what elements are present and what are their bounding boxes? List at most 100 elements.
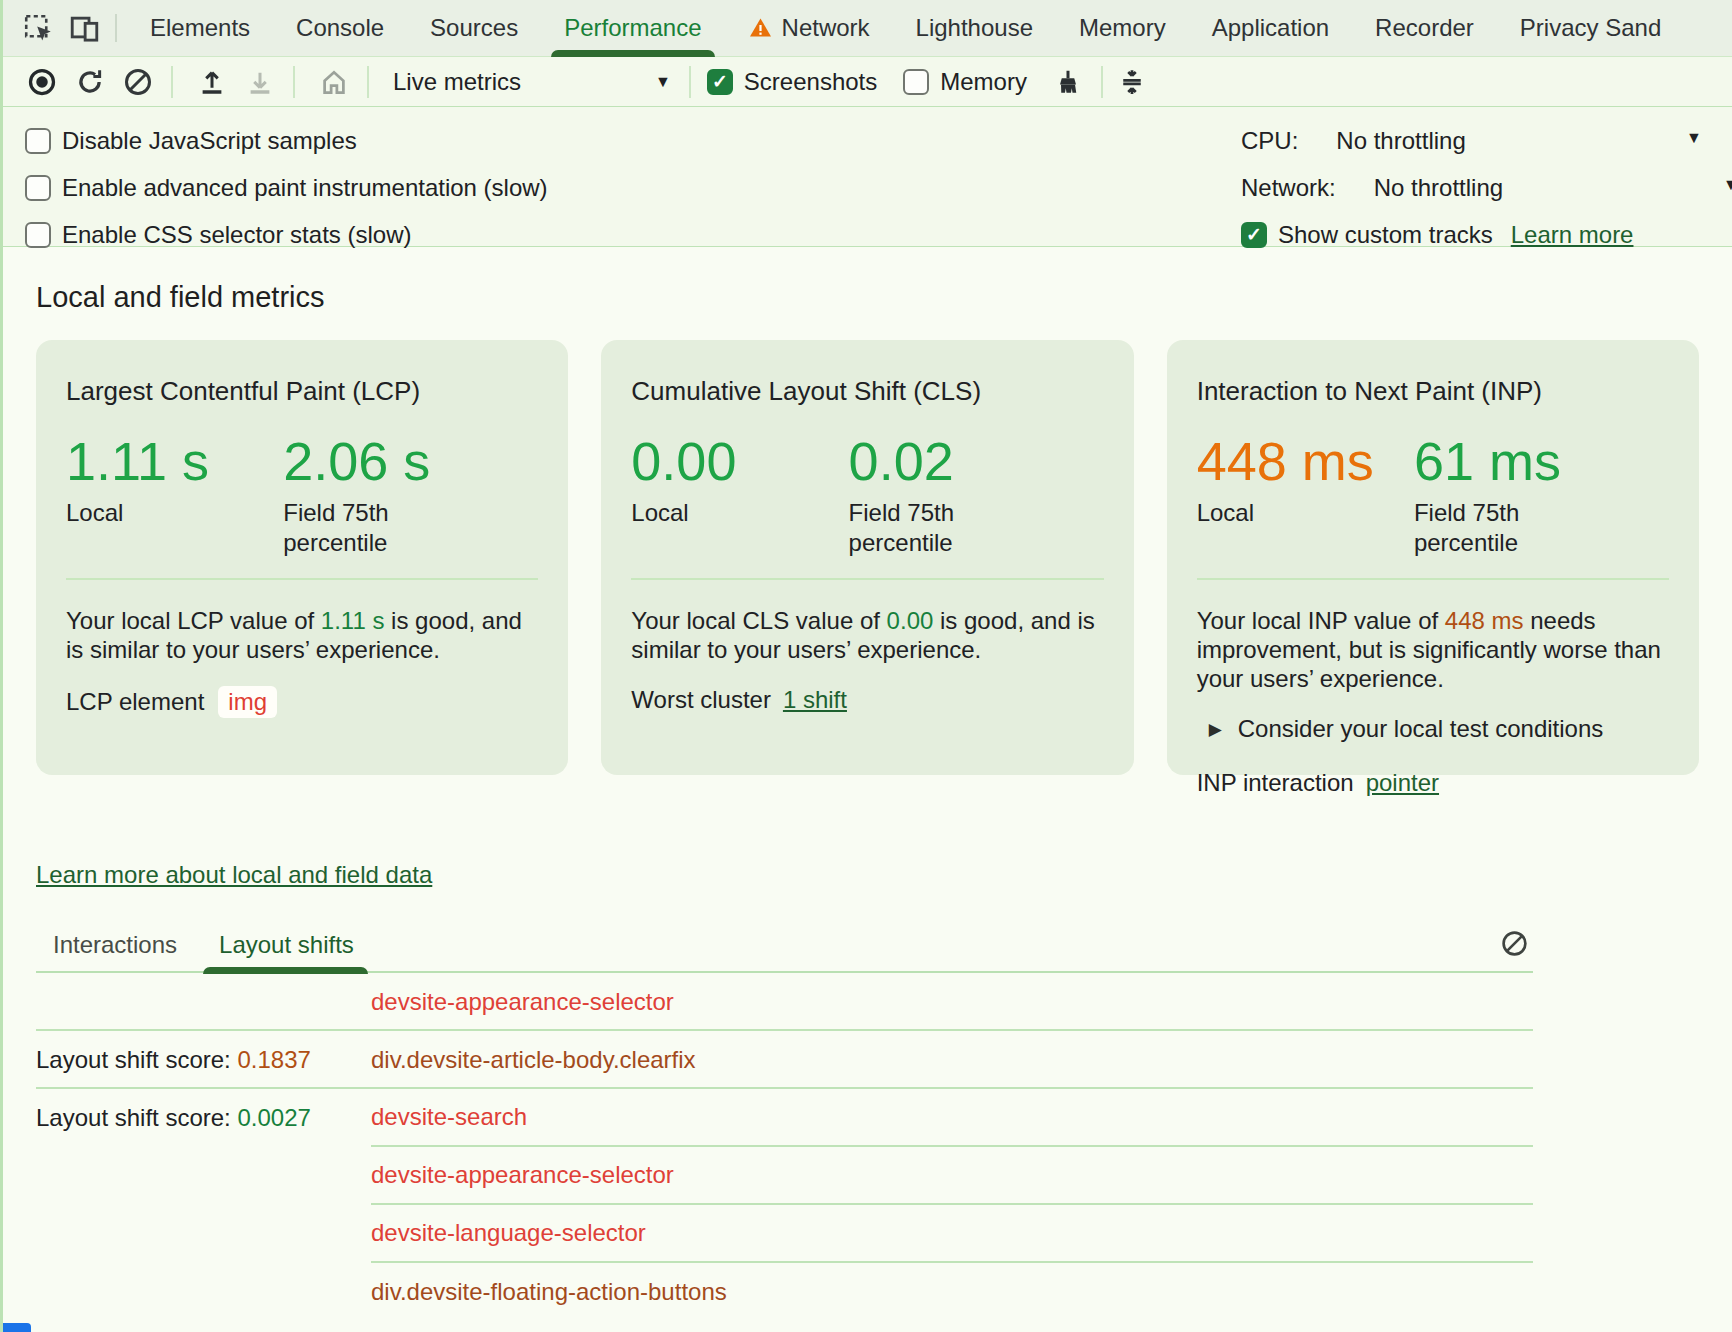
worst-cluster-label: Worst cluster bbox=[631, 686, 771, 714]
layout-shift-row[interactable]: div.devsite-floating-action-buttons bbox=[36, 1263, 1533, 1321]
lcp-field-label: Field 75th percentile bbox=[283, 498, 433, 558]
tab-lighthouse[interactable]: Lighthouse bbox=[893, 0, 1056, 57]
tab-network[interactable]: Network bbox=[725, 0, 893, 57]
learn-more-field-data-link[interactable]: Learn more about local and field data bbox=[36, 861, 432, 889]
clear-log-icon[interactable] bbox=[1500, 929, 1529, 958]
lcp-local-value: 1.11 s bbox=[66, 433, 283, 489]
tab-memory[interactable]: Memory bbox=[1056, 0, 1189, 57]
inp-field-value-block: 61 ms Field 75th percentile bbox=[1414, 433, 1669, 558]
setting-row: Enable CSS selector stats (slow) bbox=[25, 211, 411, 258]
custom-tracks-learn-more-link[interactable]: Learn more bbox=[1511, 221, 1634, 249]
layout-shift-row[interactable]: devsite-appearance-selector bbox=[36, 1147, 1533, 1205]
shift-element-selector[interactable]: devsite-appearance-selector bbox=[371, 1147, 1533, 1205]
inp-description: Your local INP value of 448 ms needs imp… bbox=[1197, 606, 1669, 693]
cls-card-title: Cumulative Layout Shift (CLS) bbox=[631, 376, 1103, 407]
inspect-element-icon[interactable] bbox=[21, 11, 55, 45]
inp-local-label: Local bbox=[1197, 498, 1347, 528]
performance-settings: Disable JavaScript samples Enable advanc… bbox=[3, 107, 1732, 247]
metric-cards: Largest Contentful Paint (LCP) 1.11 s Lo… bbox=[36, 340, 1699, 775]
shift-element-selector[interactable]: div.devsite-floating-action-buttons bbox=[371, 1263, 1533, 1321]
tab-sources[interactable]: Sources bbox=[407, 0, 541, 57]
setting-row: Disable JavaScript samples bbox=[25, 117, 357, 164]
screenshots-checkbox[interactable]: ✓ bbox=[707, 69, 733, 95]
lcp-field-value-block: 2.06 s Field 75th percentile bbox=[283, 433, 538, 558]
css-selector-stats-checkbox[interactable] bbox=[25, 222, 51, 248]
screenshots-label[interactable]: Screenshots bbox=[744, 68, 877, 96]
network-throttling-select[interactable]: No throttling bbox=[1374, 174, 1503, 202]
tab-application[interactable]: Application bbox=[1189, 0, 1352, 57]
local-test-conditions-label: Consider your local test conditions bbox=[1238, 715, 1604, 743]
memory-label[interactable]: Memory bbox=[940, 68, 1027, 96]
cpu-throttling-row: CPU: No throttling bbox=[1241, 117, 1466, 164]
disable-js-samples-checkbox[interactable] bbox=[25, 128, 51, 154]
inp-interaction-link[interactable]: pointer bbox=[1366, 769, 1439, 797]
layout-shift-score: Layout shift score: 0.0027 bbox=[36, 1104, 371, 1132]
toolbar-divider bbox=[293, 66, 295, 98]
inp-field-value: 61 ms bbox=[1414, 433, 1669, 489]
tab-console[interactable]: Console bbox=[273, 0, 407, 57]
reload-record-icon[interactable] bbox=[75, 67, 105, 97]
inp-local-value: 448 ms bbox=[1197, 433, 1414, 489]
gc-brush-icon[interactable] bbox=[1053, 67, 1083, 97]
lcp-element-label: LCP element bbox=[66, 688, 204, 716]
toolbar-divider bbox=[115, 14, 117, 42]
worst-cluster-link[interactable]: 1 shift bbox=[783, 686, 847, 714]
card-divider bbox=[1197, 578, 1669, 580]
devtools-tab-bar: Elements Console Sources Performance Net… bbox=[3, 0, 1732, 57]
warning-icon bbox=[748, 16, 773, 40]
tab-privacy-sandbox[interactable]: Privacy Sand bbox=[1497, 0, 1684, 57]
cls-card: Cumulative Layout Shift (CLS) 0.00 Local… bbox=[601, 340, 1133, 775]
lcp-inline-value: 1.11 s bbox=[321, 607, 385, 634]
record-icon[interactable] bbox=[27, 67, 57, 97]
cpu-throttling-select[interactable]: No throttling bbox=[1336, 127, 1465, 155]
tab-elements[interactable]: Elements bbox=[127, 0, 273, 57]
inp-interaction-label: INP interaction bbox=[1197, 769, 1354, 797]
layout-shift-row[interactable]: Layout shift score: 0.0027 devsite-searc… bbox=[36, 1089, 1533, 1147]
shift-element-selector[interactable]: devsite-appearance-selector bbox=[371, 973, 1533, 1031]
chevron-down-icon[interactable]: ▼ bbox=[1686, 129, 1702, 147]
clear-icon[interactable] bbox=[123, 67, 153, 97]
upload-profile-icon[interactable] bbox=[197, 67, 227, 97]
layout-shift-row[interactable]: Layout shift score: 0.1837 div.devsite-a… bbox=[36, 1031, 1533, 1089]
custom-tracks-checkbox[interactable]: ✓ bbox=[1241, 222, 1267, 248]
scroll-focus-indicator[interactable] bbox=[3, 1323, 31, 1332]
lcp-element-chip[interactable]: img bbox=[218, 686, 277, 718]
tab-performance[interactable]: Performance bbox=[541, 0, 724, 57]
setting-row: Enable advanced paint instrumentation (s… bbox=[25, 164, 548, 211]
triangle-right-icon: ▶ bbox=[1209, 719, 1222, 740]
home-icon[interactable] bbox=[319, 67, 349, 97]
toolbar-divider bbox=[367, 66, 369, 98]
network-throttling-row: Network: No throttling bbox=[1241, 164, 1503, 211]
chevron-down-icon[interactable]: ▼ bbox=[655, 73, 671, 91]
local-test-conditions-disclosure[interactable]: ▶ Consider your local test conditions bbox=[1197, 715, 1669, 743]
tab-layout-shifts[interactable]: Layout shifts bbox=[219, 931, 354, 971]
panel-view-select[interactable]: Live metrics bbox=[393, 68, 655, 96]
inp-card: Interaction to Next Paint (INP) 448 ms L… bbox=[1167, 340, 1699, 775]
tab-interactions[interactable]: Interactions bbox=[53, 931, 177, 971]
disable-js-samples-label[interactable]: Disable JavaScript samples bbox=[62, 127, 357, 155]
collapse-panel-icon[interactable] bbox=[1117, 67, 1147, 97]
memory-checkbox[interactable] bbox=[903, 69, 929, 95]
advanced-paint-label[interactable]: Enable advanced paint instrumentation (s… bbox=[62, 174, 548, 202]
layout-shift-row[interactable]: devsite-appearance-selector bbox=[36, 973, 1533, 1031]
live-metrics-logs: Interactions Layout shifts devsite-appea… bbox=[36, 929, 1533, 1321]
shift-element-selector[interactable]: devsite-search bbox=[371, 1089, 1533, 1147]
download-profile-icon[interactable] bbox=[245, 67, 275, 97]
inp-card-title: Interaction to Next Paint (INP) bbox=[1197, 376, 1669, 407]
shift-element-selector[interactable]: div.devsite-article-body.clearfix bbox=[371, 1031, 1533, 1089]
custom-tracks-label[interactable]: Show custom tracks bbox=[1278, 221, 1493, 249]
shift-element-selector[interactable]: devsite-language-selector bbox=[371, 1205, 1533, 1263]
toolbar-divider bbox=[689, 66, 691, 98]
tab-recorder[interactable]: Recorder bbox=[1352, 0, 1497, 57]
lcp-card-title: Largest Contentful Paint (LCP) bbox=[66, 376, 538, 407]
cls-field-value-block: 0.02 Field 75th percentile bbox=[849, 433, 1104, 558]
inp-local-value-block: 448 ms Local bbox=[1197, 433, 1414, 558]
chevron-down-icon[interactable]: ▼ bbox=[1723, 176, 1732, 194]
lcp-local-label: Local bbox=[66, 498, 216, 528]
lcp-field-value: 2.06 s bbox=[283, 433, 538, 489]
layout-shift-row[interactable]: devsite-language-selector bbox=[36, 1205, 1533, 1263]
css-selector-stats-label[interactable]: Enable CSS selector stats (slow) bbox=[62, 221, 411, 249]
advanced-paint-checkbox[interactable] bbox=[25, 175, 51, 201]
lcp-card: Largest Contentful Paint (LCP) 1.11 s Lo… bbox=[36, 340, 568, 775]
device-toolbar-icon[interactable] bbox=[67, 11, 101, 45]
